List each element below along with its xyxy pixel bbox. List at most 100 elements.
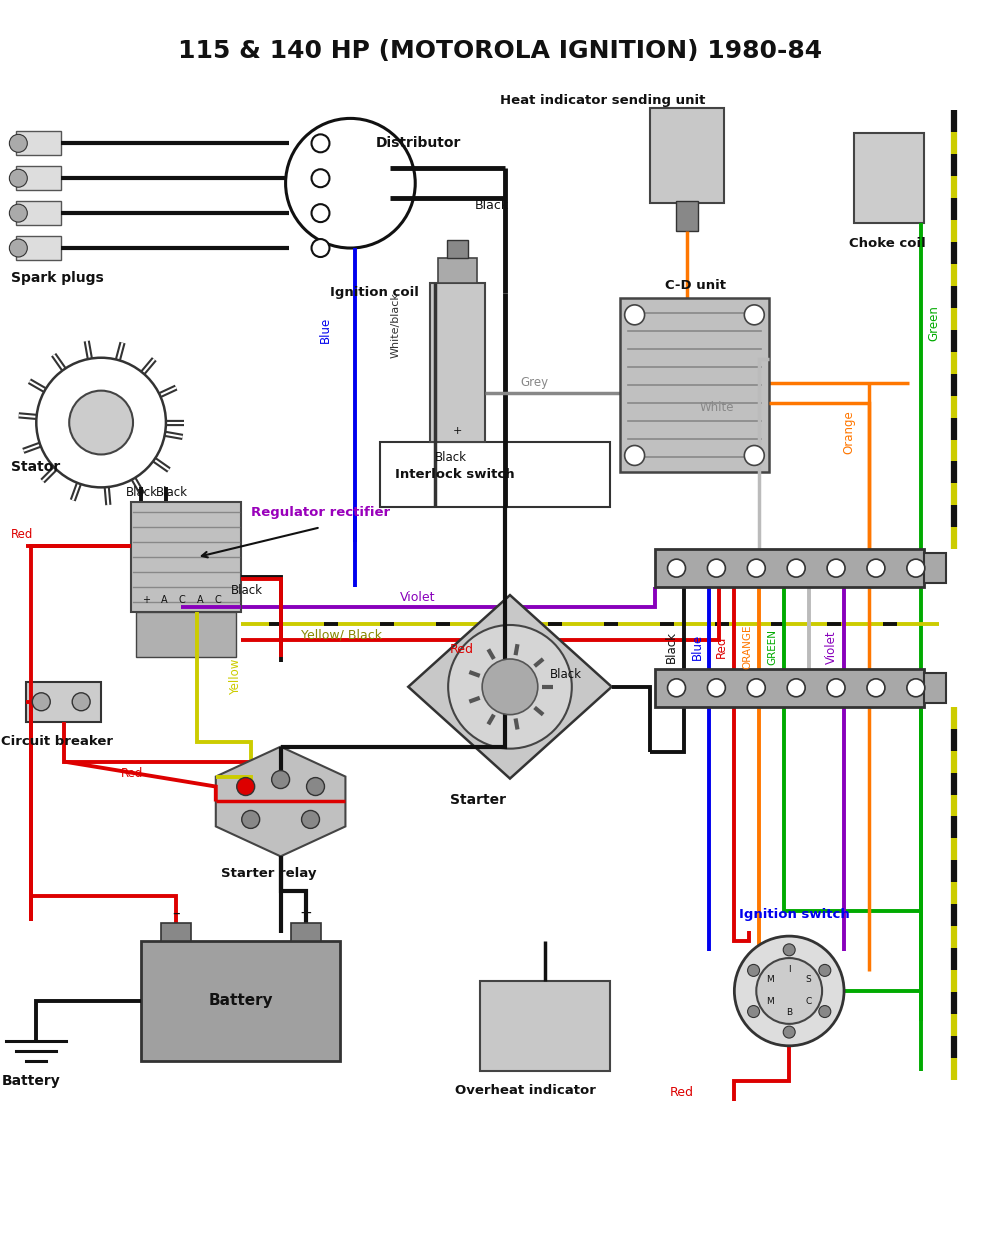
Text: +: +	[299, 905, 312, 920]
Circle shape	[707, 679, 725, 697]
Text: Blue: Blue	[691, 633, 704, 660]
Text: M: M	[766, 975, 774, 985]
Circle shape	[744, 446, 764, 466]
Circle shape	[448, 625, 572, 749]
Bar	[924, 673, 946, 703]
Text: M: M	[766, 997, 774, 1006]
Text: Black: Black	[435, 451, 467, 465]
Circle shape	[36, 358, 166, 487]
Circle shape	[747, 559, 765, 578]
Text: Yellow: Yellow	[229, 658, 242, 696]
Circle shape	[668, 559, 685, 578]
Text: –: –	[172, 905, 180, 920]
Text: +: +	[142, 595, 150, 605]
Text: C: C	[214, 595, 221, 605]
Bar	[380, 442, 610, 507]
Circle shape	[787, 679, 805, 697]
Text: Circuit breaker: Circuit breaker	[1, 735, 113, 748]
Text: Blue: Blue	[319, 317, 332, 343]
Circle shape	[827, 679, 845, 697]
Text: White/black: White/black	[390, 292, 400, 358]
Circle shape	[72, 693, 90, 710]
Text: Red: Red	[11, 528, 34, 540]
Text: Starter relay: Starter relay	[221, 867, 316, 879]
Circle shape	[734, 936, 844, 1046]
Bar	[16, 201, 61, 225]
Text: 115 & 140 HP (MOTOROLA IGNITION) 1980-84: 115 & 140 HP (MOTOROLA IGNITION) 1980-84	[178, 39, 822, 62]
Text: Red: Red	[670, 1087, 694, 1099]
Circle shape	[69, 391, 133, 455]
Circle shape	[237, 777, 255, 796]
Text: C: C	[179, 595, 185, 605]
Circle shape	[756, 958, 822, 1023]
Circle shape	[625, 446, 645, 466]
Text: Black: Black	[126, 486, 158, 499]
Circle shape	[286, 118, 415, 248]
Text: Ignition coil: Ignition coil	[330, 287, 419, 299]
Text: I: I	[788, 965, 791, 974]
Circle shape	[9, 238, 27, 257]
Text: Orange: Orange	[843, 411, 856, 455]
Text: GREEN: GREEN	[767, 628, 777, 664]
Text: Black: Black	[231, 584, 263, 596]
Bar	[924, 553, 946, 582]
Bar	[447, 240, 468, 258]
Bar	[655, 549, 924, 587]
Text: C-D unit: C-D unit	[665, 279, 726, 292]
Text: Black: Black	[665, 631, 678, 663]
Circle shape	[819, 965, 831, 976]
Text: Battery: Battery	[1, 1074, 60, 1088]
Text: S: S	[805, 975, 811, 985]
Text: A: A	[197, 595, 203, 605]
Circle shape	[744, 304, 764, 325]
Text: White: White	[699, 401, 734, 414]
Bar	[854, 133, 924, 224]
Bar	[291, 923, 320, 941]
Bar	[16, 132, 61, 155]
Circle shape	[9, 134, 27, 153]
Text: Grey: Grey	[520, 376, 548, 389]
Text: ORANGE: ORANGE	[742, 625, 752, 669]
Text: Red: Red	[450, 643, 474, 657]
Bar	[620, 298, 769, 472]
Bar	[131, 502, 241, 612]
Circle shape	[272, 770, 290, 789]
Text: Black: Black	[475, 199, 509, 211]
Text: Choke coil: Choke coil	[849, 236, 926, 250]
Circle shape	[32, 693, 50, 710]
Text: Battery: Battery	[208, 994, 273, 1009]
Text: Stator: Stator	[11, 461, 61, 474]
Circle shape	[668, 679, 685, 697]
Text: Starter: Starter	[450, 794, 506, 807]
Circle shape	[312, 204, 329, 222]
Circle shape	[625, 304, 645, 325]
Polygon shape	[216, 746, 345, 856]
Circle shape	[242, 811, 260, 828]
Text: Violet: Violet	[400, 590, 436, 604]
Text: Green: Green	[927, 304, 940, 340]
Circle shape	[907, 559, 925, 578]
Circle shape	[482, 660, 538, 714]
Text: Black: Black	[156, 486, 188, 499]
Circle shape	[787, 559, 805, 578]
Circle shape	[783, 1026, 795, 1038]
Bar	[141, 941, 340, 1061]
Bar	[655, 669, 924, 707]
Bar	[16, 236, 61, 260]
Text: Heat indicator sending unit: Heat indicator sending unit	[500, 94, 705, 107]
Text: B: B	[786, 1009, 792, 1017]
Circle shape	[9, 169, 27, 188]
Bar	[438, 258, 477, 283]
Circle shape	[748, 965, 760, 976]
Text: Red: Red	[715, 636, 728, 658]
Text: C: C	[805, 997, 811, 1006]
Text: Red: Red	[121, 768, 143, 780]
Text: Distributor: Distributor	[375, 137, 461, 150]
Circle shape	[747, 679, 765, 697]
Circle shape	[312, 134, 329, 153]
Circle shape	[867, 559, 885, 578]
Circle shape	[707, 559, 725, 578]
Bar	[650, 108, 724, 204]
Bar	[430, 283, 485, 442]
Text: A: A	[161, 595, 167, 605]
